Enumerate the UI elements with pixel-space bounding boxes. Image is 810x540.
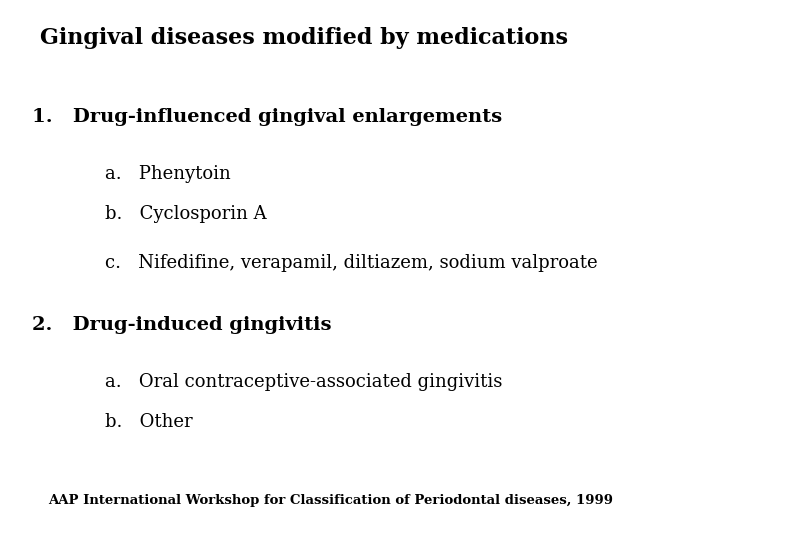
Text: 1.   Drug-influenced gingival enlargements: 1. Drug-influenced gingival enlargements — [32, 108, 502, 126]
Text: a.   Phenytoin: a. Phenytoin — [105, 165, 231, 183]
Text: b.   Other: b. Other — [105, 413, 193, 431]
Text: AAP International Workshop for Classification of Periodontal diseases, 1999: AAP International Workshop for Classific… — [49, 494, 614, 507]
Text: 2.   Drug-induced gingivitis: 2. Drug-induced gingivitis — [32, 316, 332, 334]
Text: c.   Nifedifine, verapamil, diltiazem, sodium valproate: c. Nifedifine, verapamil, diltiazem, sod… — [105, 254, 598, 272]
Text: Gingival diseases modified by medications: Gingival diseases modified by medication… — [40, 27, 569, 49]
Text: b.   Cyclosporin A: b. Cyclosporin A — [105, 205, 267, 223]
Text: a.   Oral contraceptive-associated gingivitis: a. Oral contraceptive-associated gingivi… — [105, 373, 503, 390]
